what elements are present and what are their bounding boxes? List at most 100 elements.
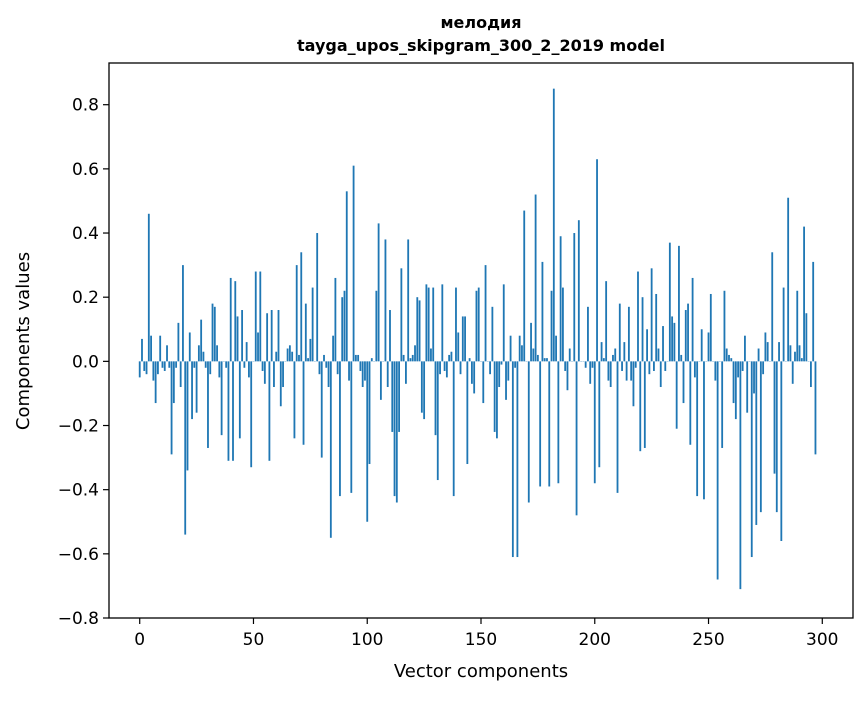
bar-156 [494,361,496,432]
bar-187 [564,361,566,371]
bar-69 [296,265,298,361]
bar-120 [412,355,414,361]
bar-257 [724,291,726,362]
bar-220 [639,361,641,451]
bar-31 [209,361,211,374]
y-tick-label: −0.4 [58,481,99,501]
bar-48 [248,361,250,377]
bar-215 [628,307,630,362]
bar-145 [469,358,471,361]
bar-122 [416,297,418,361]
bar-96 [357,355,359,361]
bar-100 [366,361,368,521]
bar-210 [617,361,619,493]
bar-118 [407,239,409,361]
bar-12 [166,345,168,361]
bar-202 [598,361,600,467]
bar-169 [523,211,525,362]
bar-63 [282,361,284,387]
bar-234 [671,316,673,361]
bar-188 [567,361,569,390]
bar-238 [680,355,682,361]
y-tick-label: 0.4 [72,224,99,244]
bar-17 [177,323,179,362]
bar-132 [439,361,441,374]
x-tick-label: 200 [579,630,611,650]
bar-175 [537,355,539,361]
bar-139 [455,288,457,362]
bar-28 [203,352,205,362]
bar-65 [287,349,289,362]
y-axis-label: Components values [13,252,34,430]
bar-201 [596,159,598,361]
bar-167 [519,336,521,362]
bar-44 [239,361,241,438]
bar-57 [268,361,270,460]
bar-91 [346,191,348,361]
bar-42 [234,281,236,361]
bar-292 [803,227,805,362]
bar-221 [642,297,644,361]
bar-216 [630,361,632,380]
bar-274 [762,361,764,374]
bar-261 [733,361,735,403]
bar-137 [451,352,453,362]
bar-39 [228,361,230,460]
bar-244 [694,361,696,377]
bar-155 [491,307,493,362]
bar-38 [225,361,227,367]
bar-72 [303,361,305,444]
bar-267 [746,361,748,412]
bar-94 [353,166,355,362]
bar-291 [801,358,803,361]
bar-73 [305,304,307,362]
bar-204 [603,358,605,361]
x-tick-label: 50 [243,630,265,650]
bar-27 [200,320,202,362]
bar-148 [476,291,478,362]
bar-85 [332,336,334,362]
bar-181 [551,291,553,362]
bar-279 [774,361,776,473]
bar-56 [266,313,268,361]
bar-157 [496,361,498,438]
bar-149 [478,288,480,362]
x-tick-label: 0 [134,630,145,650]
bar-141 [460,361,462,374]
bar-289 [796,291,798,362]
bar-71 [300,252,302,361]
bar-40 [230,278,232,361]
bar-180 [548,361,550,486]
bar-30 [207,361,209,448]
bar-121 [414,345,416,361]
bar-82 [325,361,327,367]
x-tick-label: 250 [692,630,724,650]
bar-240 [685,310,687,361]
bar-117 [405,361,407,383]
bar-196 [585,361,587,367]
bar-0 [139,361,141,377]
bar-211 [619,304,621,362]
bar-18 [180,361,182,387]
bar-16 [175,361,177,367]
bar-200 [594,361,596,483]
bar-1 [141,339,143,361]
bar-192 [576,361,578,515]
bar-241 [687,304,689,362]
bar-98 [362,361,364,387]
bar-60 [275,352,277,362]
bar-286 [790,345,792,361]
bar-84 [330,361,332,537]
bar-11 [164,361,166,371]
bar-110 [389,310,391,361]
bar-32 [212,304,214,362]
chart-title: мелодия [440,13,521,32]
bar-206 [608,361,610,380]
bar-105 [378,223,380,361]
bar-13 [168,361,170,367]
bar-177 [542,262,544,361]
bar-9 [159,336,161,362]
bar-272 [758,349,760,362]
bar-111 [391,361,393,432]
